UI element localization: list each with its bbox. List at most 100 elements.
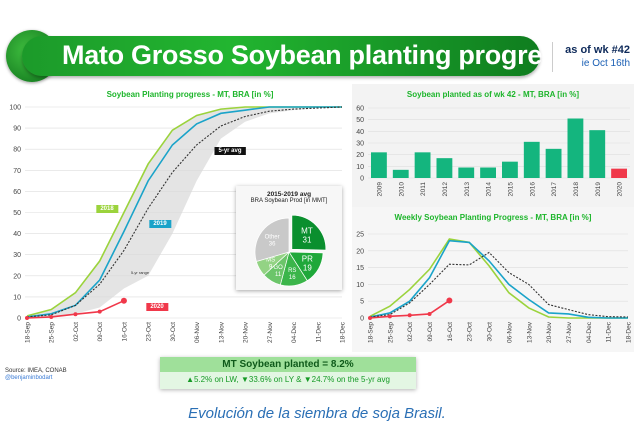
pie-label: MT	[301, 226, 313, 235]
y-tick-label: 0	[360, 176, 364, 183]
point-2020	[49, 314, 54, 319]
label-2019: 2019	[153, 221, 167, 227]
bar-2017	[545, 148, 562, 178]
x-tick-label: 2015	[507, 182, 514, 197]
pie-label: PR	[302, 254, 313, 263]
x-tick-label: 2013	[464, 182, 471, 197]
y-tick-label: 25	[356, 232, 364, 239]
x-tick-label: 2017	[551, 182, 558, 197]
y-tick-label: 15	[356, 265, 364, 272]
point-2020	[387, 314, 392, 319]
y-tick-label: 40	[13, 231, 21, 238]
x-tick-label: 2020	[617, 182, 624, 197]
range-band	[27, 107, 342, 318]
x-tick-label: 2009	[376, 182, 383, 197]
label-5yr-avg-bg	[214, 147, 246, 155]
pie-value: 11	[275, 272, 282, 278]
date-label: ie Oct 16th	[581, 58, 630, 69]
twitter-handle[interactable]: @benjaminbodart	[5, 375, 53, 381]
pie-slice-Other	[254, 217, 290, 262]
page-title: Mato Grosso Soybean planting progress	[62, 40, 572, 70]
x-tick-label: 20-Nov	[546, 321, 553, 343]
x-tick-label: 06-Nov	[194, 321, 201, 343]
pie-slice-MT	[291, 214, 327, 251]
y-tick-label: 50	[356, 117, 364, 124]
pie-label: RS	[288, 268, 296, 274]
x-tick-label: 27-Nov	[267, 321, 274, 343]
label-5yr-range: 5-yr range	[131, 270, 150, 275]
header-banner	[22, 36, 540, 76]
series-line-5yravg	[26, 106, 343, 318]
x-tick-label: 23-Oct	[467, 322, 474, 342]
weekly-chart-title: Weekly Soybean Planting Progress - MT, B…	[394, 213, 592, 222]
pie-subtitle: BRA Soybean Prod [in MMT]	[250, 198, 328, 204]
pie-value: 19	[303, 263, 312, 272]
point-2020	[120, 297, 127, 304]
x-tick-label: 25-Sep	[49, 322, 56, 343]
x-tick-label: 06-Nov	[506, 321, 513, 343]
pie-value: 16	[289, 275, 296, 281]
series-line-5yravg	[369, 251, 629, 318]
y-tick-label: 60	[356, 106, 364, 113]
x-tick-label: 30-Oct	[170, 322, 177, 342]
summary-box: MT Soybean planted = 8.2% ▲5.2% on LW, ▼…	[160, 357, 416, 389]
x-tick-label: 18-Dec	[626, 321, 633, 343]
x-tick-label: 02-Oct	[407, 322, 414, 342]
label-2020: 2020	[150, 304, 164, 310]
pie-value: 36	[269, 241, 276, 247]
y-tick-label: 30	[356, 141, 364, 148]
y-tick-label: 0	[17, 316, 21, 323]
x-tick-label: 20-Nov	[243, 321, 250, 343]
y-tick-label: 20	[13, 273, 21, 280]
x-tick-label: 16-Oct	[447, 322, 454, 342]
pie-label: MS	[266, 257, 275, 263]
x-tick-label: 2011	[420, 182, 427, 196]
point-2020	[97, 309, 102, 314]
x-tick-label: 02-Oct	[73, 322, 80, 342]
x-tick-label: 27-Nov	[566, 321, 573, 343]
x-tick-label: 2018	[573, 182, 580, 197]
x-tick-label: 30-Oct	[487, 322, 494, 342]
x-tick-label: 18-Dec	[340, 321, 347, 343]
x-tick-label: 13-Nov	[218, 321, 225, 343]
x-tick-label: 2019	[595, 182, 602, 197]
bar-2016	[523, 141, 540, 178]
label-5yr-avg: 5-yr avg	[218, 148, 241, 154]
y-tick-label: 20	[356, 152, 364, 159]
pie-label: GO	[273, 265, 283, 271]
series-line-2019	[369, 239, 628, 319]
pie-label: Other	[265, 234, 280, 240]
y-tick-label: 90	[13, 126, 21, 133]
point-2020	[368, 316, 372, 320]
label-2019-bg	[149, 220, 172, 228]
bar-2009	[371, 152, 387, 178]
point-2020	[73, 312, 78, 317]
x-tick-label: 11-Dec	[606, 321, 613, 342]
bar-2010	[392, 169, 409, 178]
pie-value: 31	[303, 235, 312, 244]
bar-2013	[458, 167, 475, 178]
caption: Evolución de la siembra de soja Brasil.	[188, 405, 446, 422]
bar-2020	[611, 168, 627, 178]
y-tick-label: 50	[13, 210, 21, 217]
point-2020	[427, 311, 432, 316]
y-tick-label: 100	[9, 105, 21, 112]
x-tick-label: 13-Nov	[526, 321, 533, 343]
x-tick-label: 04-Dec	[291, 321, 298, 343]
y-tick-label: 5	[360, 299, 364, 306]
x-tick-label: 16-Oct	[121, 322, 128, 342]
summary-detail: ▲5.2% on LW, ▼33.6% on LY & ▼24.7% on th…	[186, 375, 390, 384]
bar-2018	[567, 118, 584, 178]
y-tick-label: 60	[13, 189, 21, 196]
y-tick-label: 0	[360, 316, 364, 323]
bar-chart-panel	[352, 84, 634, 207]
source-text: Source: IMEA, CONAB	[5, 368, 67, 374]
y-tick-label: 20	[356, 248, 364, 255]
y-tick-label: 10	[356, 164, 364, 171]
bar-chart-title: Soybean planted as of wk 42 - MT, BRA [i…	[406, 90, 580, 99]
cumulative-chart-title: Soybean Planting progress - MT, BRA [in …	[106, 90, 274, 99]
y-tick-label: 80	[13, 147, 21, 154]
label-2018: 2018	[100, 206, 114, 212]
pie-title: 2015-2019 avg	[266, 191, 312, 198]
